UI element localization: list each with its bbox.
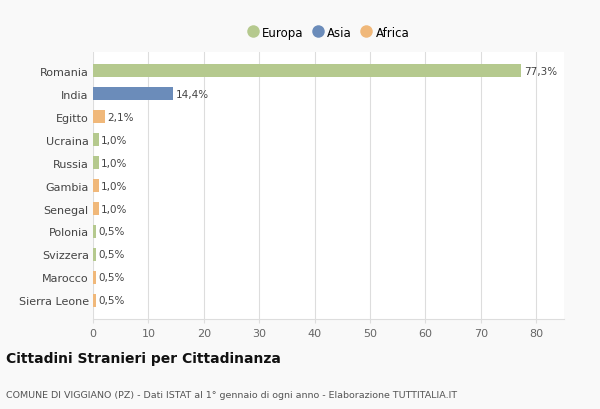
Text: 0,5%: 0,5%	[98, 273, 125, 283]
Bar	[93, 226, 96, 238]
Text: 2,1%: 2,1%	[107, 112, 134, 122]
Bar	[93, 88, 173, 101]
Bar	[93, 180, 98, 192]
Text: 1,0%: 1,0%	[101, 204, 128, 214]
Bar	[93, 134, 98, 146]
Legend: Europa, Asia, Africa: Europa, Asia, Africa	[243, 22, 414, 44]
Bar	[93, 157, 98, 169]
Bar	[93, 249, 96, 261]
Bar	[93, 111, 104, 124]
Bar	[93, 203, 98, 215]
Text: 1,0%: 1,0%	[101, 181, 128, 191]
Text: 1,0%: 1,0%	[101, 135, 128, 145]
Bar	[93, 272, 96, 284]
Text: 14,4%: 14,4%	[176, 90, 209, 99]
Bar	[93, 65, 521, 78]
Bar	[93, 294, 96, 307]
Text: Cittadini Stranieri per Cittadinanza: Cittadini Stranieri per Cittadinanza	[6, 351, 281, 365]
Text: 1,0%: 1,0%	[101, 158, 128, 168]
Text: 0,5%: 0,5%	[98, 250, 125, 260]
Text: 0,5%: 0,5%	[98, 296, 125, 306]
Text: COMUNE DI VIGGIANO (PZ) - Dati ISTAT al 1° gennaio di ogni anno - Elaborazione T: COMUNE DI VIGGIANO (PZ) - Dati ISTAT al …	[6, 390, 457, 399]
Text: 0,5%: 0,5%	[98, 227, 125, 237]
Text: 77,3%: 77,3%	[524, 67, 557, 76]
